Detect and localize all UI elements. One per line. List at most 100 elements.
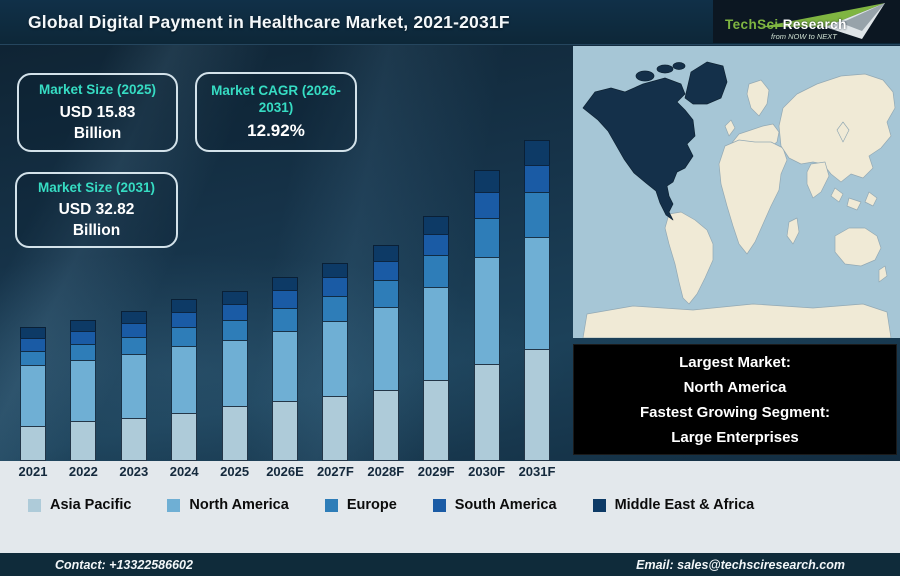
legend-swatch-icon (592, 498, 606, 512)
stat-label: Market CAGR (2026-2031) (211, 82, 341, 115)
header-bar: Global Digital Payment in Healthcare Mar… (0, 0, 900, 45)
bar-segment-south-america (524, 165, 550, 192)
bar-segment-middle-east-africa (524, 140, 550, 165)
stat-value: USD 15.83 (59, 103, 136, 121)
stacked-bar-2028F (372, 245, 399, 461)
stacked-bar-2022 (70, 320, 97, 461)
stacked-bar-2029F (423, 216, 450, 461)
bar-segment-asia-pacific (372, 390, 399, 461)
bar-segment-north-america (524, 237, 550, 349)
callout-largest-market-label: Largest Market: (679, 353, 791, 371)
stat-box-market-size-2025: Market Size (2025) USD 15.83 Billion (17, 73, 178, 152)
stat-label: Market Size (2025) (38, 82, 157, 98)
logo-brand-primary: TechSci (725, 17, 779, 32)
world-map (573, 46, 900, 339)
bar-segment-asia-pacific (524, 349, 550, 461)
bar-segment-north-america (322, 321, 349, 396)
bar-segment-middle-east-africa (423, 216, 450, 234)
legend-swatch-icon (28, 498, 41, 512)
bar-segment-asia-pacific (423, 380, 450, 461)
callout-box: Largest Market: North America Fastest Gr… (573, 344, 897, 455)
logo-tagline: from NOW to NEXT (771, 32, 837, 41)
stacked-bar-2021 (20, 327, 46, 461)
bar-segment-south-america (221, 304, 248, 320)
bar-segment-middle-east-africa (372, 245, 399, 261)
legend-swatch-icon (167, 498, 181, 512)
bar-segment-north-america (221, 340, 248, 406)
bar-segment-north-america (372, 307, 399, 390)
stacked-bar-2024 (171, 299, 198, 461)
bar-segment-asia-pacific (272, 401, 298, 461)
x-axis-label-2028F: 2028F (367, 464, 405, 479)
x-axis-label-2031F: 2031F (518, 464, 556, 479)
callout-fastest-segment-label: Fastest Growing Segment: (639, 403, 831, 421)
x-axis-label-2024: 2024 (169, 464, 199, 479)
x-axis-label-2025: 2025 (220, 464, 250, 479)
stat-unit: Billion (73, 124, 122, 142)
bar-segment-europe (171, 327, 198, 346)
bar-plot (0, 45, 565, 461)
bar-segment-south-america (473, 192, 500, 218)
stacked-bar-2031F (524, 140, 550, 461)
bar-segment-europe (372, 280, 399, 307)
stat-label: Market Size (2031) (37, 179, 156, 195)
bar-segment-south-america (171, 312, 198, 327)
bar-segment-middle-east-africa (120, 311, 147, 323)
x-axis-label-2022: 2022 (68, 464, 98, 479)
bar-segment-north-america (171, 346, 198, 413)
legend-label: Asia Pacific (50, 497, 132, 513)
bar-segment-middle-east-africa (221, 291, 248, 304)
x-axis-label-2027F: 2027F (316, 464, 354, 479)
bar-segment-south-america (70, 331, 97, 344)
bar-segment-south-america (120, 323, 147, 337)
stat-unit: Billion (72, 222, 121, 240)
legend-item-europe: Europe (324, 497, 397, 513)
x-axis: 2021 2022 2023 2024 2025 2026E 2027F 2028F 2029F… (0, 464, 565, 484)
legend-swatch-icon (324, 498, 338, 512)
legend-item-south-america: South America (432, 497, 557, 513)
stacked-bar-2026E (272, 277, 298, 461)
footer-email: Email: sales@techsciresearch.com (636, 557, 845, 572)
legend-item-asia-pacific: Asia Pacific (28, 497, 131, 513)
bar-segment-north-america (120, 354, 147, 418)
stat-box-market-cagr: Market CAGR (2026-2031) 12.92% (195, 72, 357, 152)
chart-legend: Asia Pacific North America Europe South Ame… (0, 497, 900, 513)
bar-segment-south-america (423, 234, 450, 255)
stacked-bar-2027F (322, 263, 349, 461)
bar-segment-europe (120, 337, 147, 354)
bar-segment-europe (423, 255, 450, 287)
bar-segment-asia-pacific (473, 364, 500, 461)
bar-segment-europe (70, 344, 97, 360)
callout-largest-market-value: North America (683, 378, 787, 396)
axis-legend-band: 2021 2022 2023 2024 2025 2026E 2027F 2028F 2029F… (0, 461, 900, 553)
bar-segment-south-america (20, 338, 46, 351)
x-axis-label-2023: 2023 (119, 464, 149, 479)
stat-box-market-size-2031: Market Size (2031) USD 32.82 Billion (15, 172, 178, 248)
bar-segment-europe (322, 296, 349, 321)
stacked-bar-2030F (473, 170, 500, 461)
bar-segment-europe (20, 351, 46, 365)
footer-contact: Contact: +13322586602 (55, 557, 193, 572)
bar-segment-middle-east-africa (272, 277, 298, 290)
bar-segment-north-america (20, 365, 46, 426)
legend-item-middle-east-africa: Middle East & Africa (592, 497, 754, 513)
logo-brand-secondary: Research (782, 17, 847, 32)
bar-segment-middle-east-africa (20, 327, 46, 338)
stacked-bar-2023 (120, 311, 147, 461)
bar-segment-north-america (473, 257, 500, 364)
callout-fastest-segment-value: Large Enterprises (671, 428, 799, 446)
bar-segment-south-america (272, 290, 298, 308)
stacked-bar-2025 (221, 291, 248, 461)
page-title: Global Digital Payment in Healthcare Mar… (28, 12, 510, 32)
stat-value: USD 32.82 (58, 201, 135, 219)
bar-segment-asia-pacific (322, 396, 349, 461)
legend-label: South America (454, 497, 557, 513)
bar-segment-south-america (372, 261, 399, 280)
bar-segment-middle-east-africa (473, 170, 500, 192)
bar-segment-asia-pacific (120, 418, 147, 461)
legend-swatch-icon (432, 498, 446, 512)
bar-segment-asia-pacific (20, 426, 46, 461)
map-north-america-highlight (582, 61, 728, 221)
map-land (582, 73, 896, 339)
